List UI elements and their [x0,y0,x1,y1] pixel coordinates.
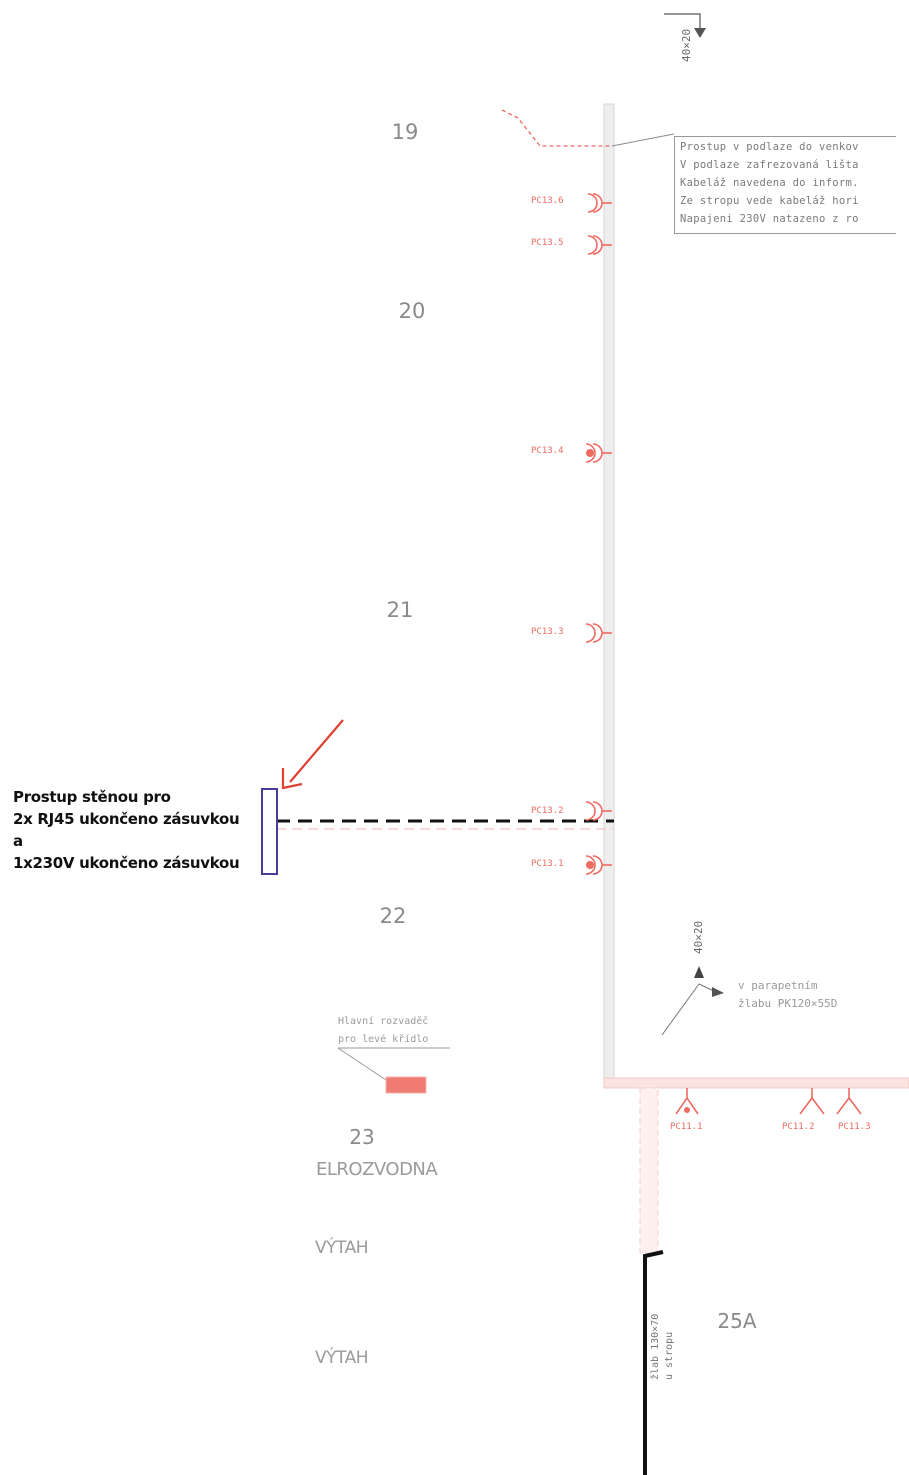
callout-line: Prostup v podlaze do venkov [680,141,859,153]
socket-label: PC11.3 [838,1122,871,1132]
callout-line: V podlaze zafrezovaná lišta [680,159,859,171]
socket-dot [586,449,594,457]
socket-label: PC13.3 [531,627,564,637]
switchboard-note-line: Hlavní rozvaděč [338,1016,429,1027]
cable-tray [643,1250,664,1475]
socket-symbol [585,193,612,875]
socket-label: PC11.1 [670,1122,703,1132]
note-line: 2x RJ45 ukončeno zásuvkou [13,810,240,828]
floor-penetration-line [501,109,612,147]
main-switchboard [385,1076,427,1094]
lower-wall [603,1077,909,1089]
vertical-tray [639,1087,659,1254]
pointer-arrow [281,719,344,790]
callout-line: Ze stropu vede kabeláž hori [680,195,859,207]
duct-arrow-bottom [661,966,724,1036]
room-number-21: 21 [386,598,414,622]
note-line: a [13,832,23,850]
callout-leader [611,133,675,147]
socket-dot [684,1107,690,1113]
elevator-label-1: VÝTAH [315,1238,369,1258]
wall-penetration-note: Prostup stěnou pro 2x RJ45 ukončeno zásu… [13,786,263,874]
switchboard-leader [337,1047,393,1085]
duct-size-label-bottom: 40×20 [692,920,705,954]
room-number-25a: 25A [717,1309,757,1333]
socket-label: PC13.2 [531,806,564,816]
socket-label: PC13.4 [531,446,564,456]
floor-penetration-callout: Prostup v podlaze do venkov V podlaze za… [674,136,896,234]
note-line: 1x230V ukončeno zásuvkou [13,854,240,872]
socket-label: PC13.5 [531,238,564,248]
parapet-note-line: žlabu PK120×55D [738,997,838,1010]
room-number-23: 23 [349,1125,375,1149]
socket-label: PC11.2 [782,1122,815,1132]
socket-symbol-bottom [675,1088,862,1115]
callout-line: Kabeláž navedena do inform. [680,177,859,189]
room-name-elrozvodna: ELROZVODNA [316,1159,438,1180]
elevator-label-2: VÝTAH [315,1348,369,1368]
socket-label: PC13.1 [531,859,564,869]
tray-note-line: žlab 130×70 [650,1313,661,1380]
duct-arrow-top [664,13,706,38]
wall-penetration-box [261,788,278,875]
note-line: Prostup stěnou pro [13,788,171,806]
corridor-wall [603,103,615,1085]
room-number-19: 19 [391,120,419,144]
room-number-20: 20 [398,299,426,323]
socket-label: PC13.6 [531,196,564,206]
callout-line: Napajeni 230V natazeno z ro [680,213,859,225]
duct-size-label-top: 40×20 [680,28,693,62]
switchboard-note-line: pro levé křídlo [338,1034,429,1045]
tray-note-line: u stropu [664,1331,675,1380]
room-number-22: 22 [379,904,407,928]
socket-dot [586,861,594,869]
parapet-note-line: v parapetním [738,979,818,992]
